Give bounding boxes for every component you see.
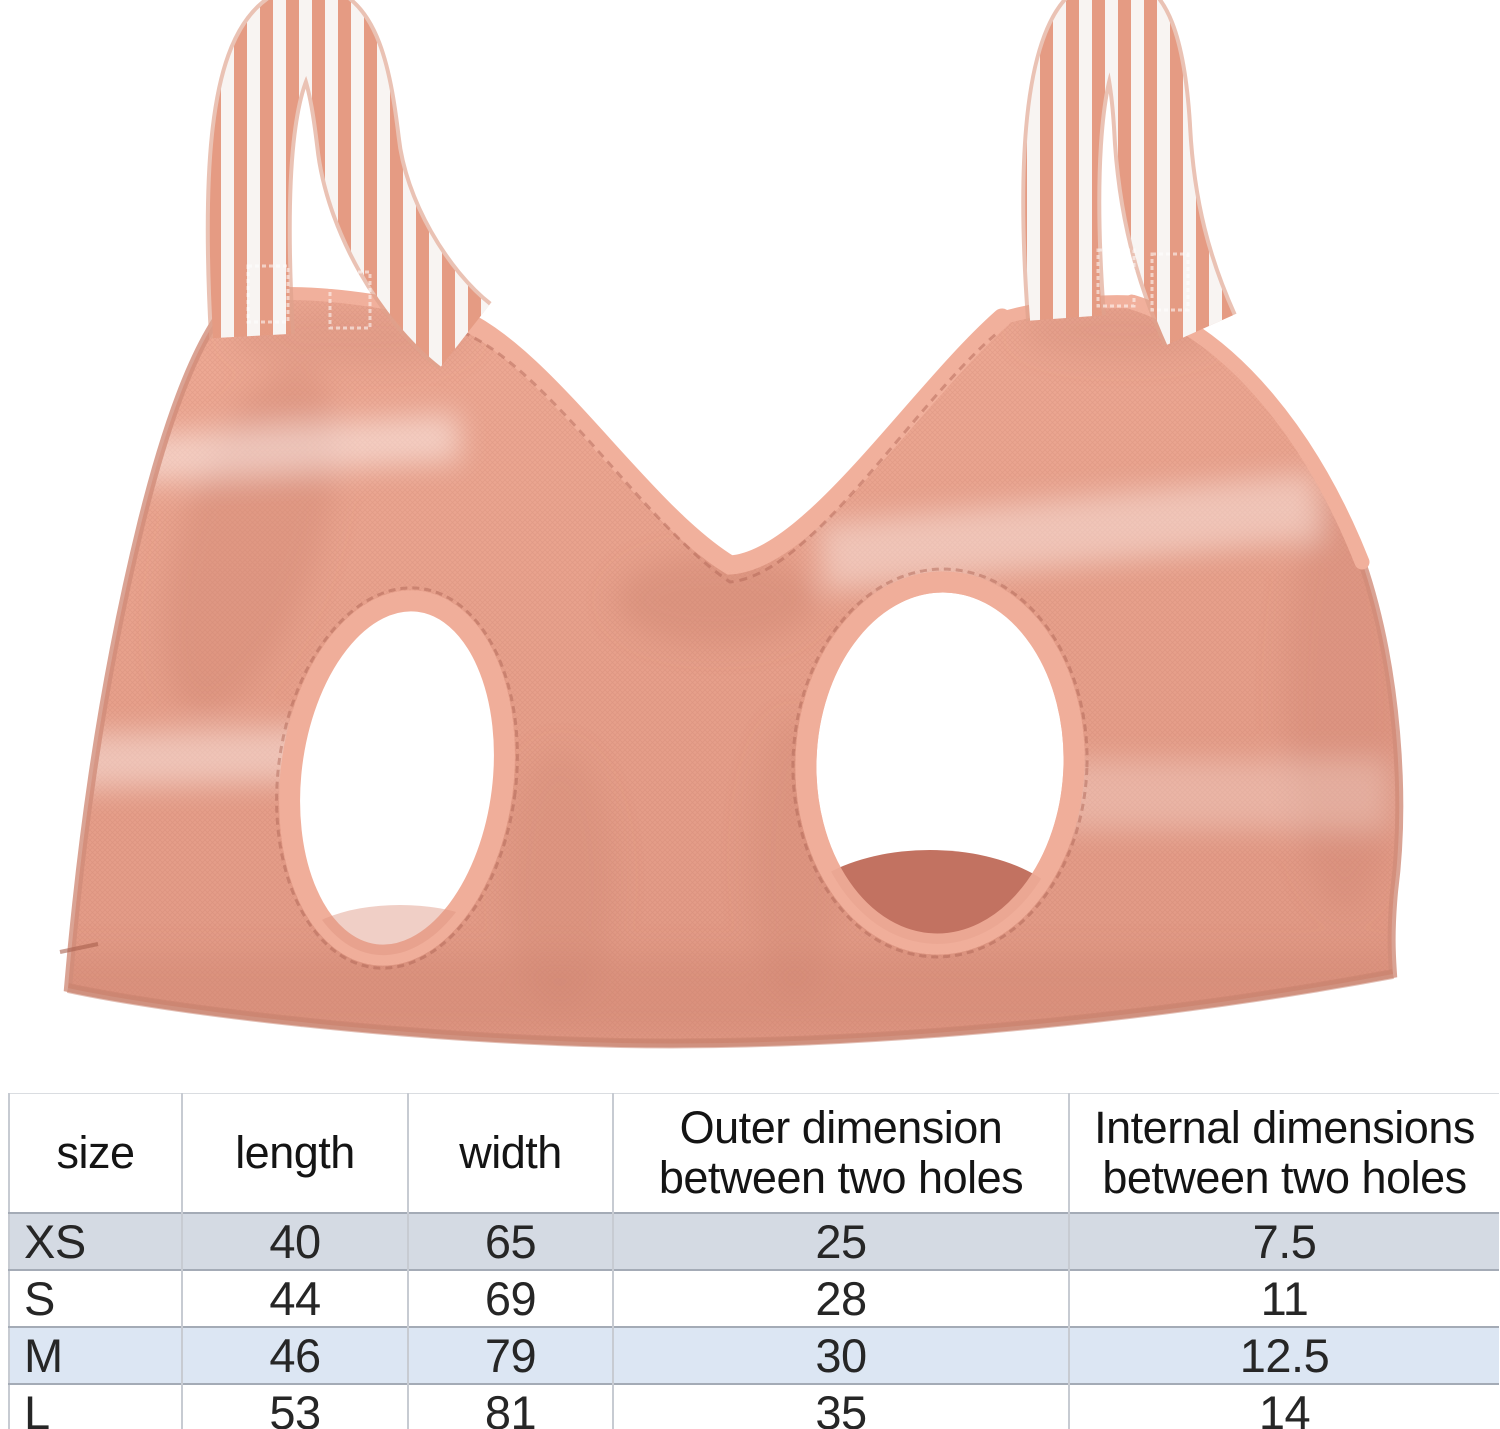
corner-fold-mark [59,942,99,954]
table-cell: 46 [181,1326,408,1384]
table-cell: 79 [407,1326,613,1384]
table-cell: 65 [407,1212,613,1270]
left-strap-loop [205,0,493,370]
right-hole-inner-shadow [799,850,1075,949]
neckline-binding [445,306,1012,575]
header-size: size [56,1127,135,1178]
product-photo [59,0,1404,1049]
table-cell: 11 [1068,1269,1499,1327]
table-row-s: S 44 69 28 11 [9,1269,1499,1327]
table-cell: 44 [181,1269,408,1327]
table-row-m: M 46 79 30 12.5 [9,1326,1499,1384]
table-cell: 40 [181,1212,408,1270]
left-hole-opening [279,590,515,966]
bottom-hem-shadow [66,969,1394,1049]
table-cell: 25 [612,1212,1069,1270]
table-row-xs: XS 40 65 25 7.5 [9,1212,1499,1270]
table-cell: 14 [1068,1383,1499,1429]
right-leg-hole [791,567,1089,959]
table-cell: 35 [612,1383,1069,1429]
table-cell: S [24,1271,55,1325]
table-cell: 7.5 [1068,1212,1499,1270]
header-internal-dimensions: Internal dimensions between two holes [1068,1093,1499,1213]
left-leg-hole [275,586,519,970]
size-table: size length width Outer dimension betwee… [8,1093,1499,1429]
left-strap-stitching [246,264,372,330]
table-cell: 81 [407,1383,613,1429]
hammock-body [59,289,1404,1049]
left-hole-stitching [275,586,519,970]
table-cell: 30 [612,1326,1069,1384]
neckline-stitching [461,330,997,584]
table-cell: L [24,1385,50,1429]
table-cell: 53 [181,1383,408,1429]
table-cell: 28 [612,1269,1069,1327]
right-hole-stitching [791,567,1089,959]
table-cell: 69 [407,1269,613,1327]
hammock-illustration [59,0,1404,1049]
table-cell: M [24,1328,63,1382]
table-row-l: L 53 81 35 14 [9,1383,1499,1429]
right-strap-loop [1021,0,1237,347]
size-table-header-row: size length width Outer dimension betwee… [9,1093,1499,1213]
table-cell: XS [24,1214,86,1268]
table-cell: 12.5 [1068,1326,1499,1384]
header-outer-dimension: Outer dimension between two holes [612,1093,1069,1213]
fabric-shading [68,302,1400,1035]
header-length: length [181,1093,408,1213]
right-strap-stitching [1096,248,1190,312]
header-width: width [407,1093,613,1213]
